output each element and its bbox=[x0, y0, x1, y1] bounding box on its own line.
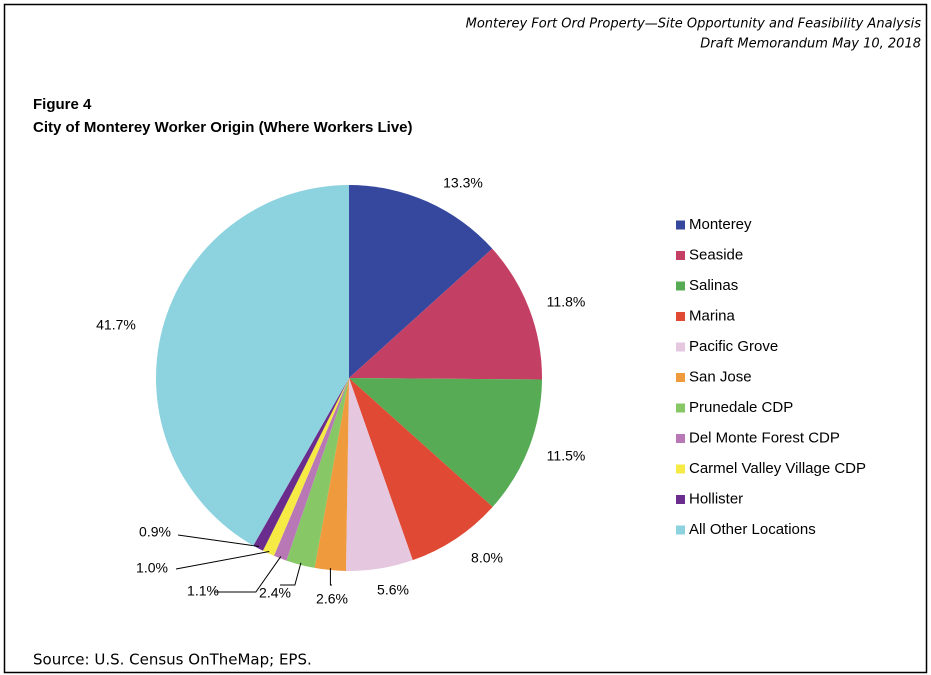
legend-label: Del Monte Forest CDP bbox=[689, 429, 840, 446]
legend-swatch bbox=[676, 220, 685, 230]
pie-slice bbox=[286, 378, 349, 568]
legend-swatch bbox=[676, 495, 685, 504]
legend-label: Marina bbox=[689, 307, 736, 324]
pie-slice bbox=[349, 378, 493, 561]
chart-title: City of Monterey Worker Origin (Where Wo… bbox=[33, 119, 413, 136]
legend-swatch bbox=[676, 281, 685, 291]
legend-label: All Other Locations bbox=[689, 521, 816, 538]
data-label: 11.8% bbox=[547, 294, 586, 310]
data-label: 13.3% bbox=[443, 175, 483, 191]
legend-label: San Jose bbox=[689, 368, 752, 385]
pie-slice bbox=[314, 378, 349, 571]
legend-swatch bbox=[676, 373, 685, 382]
data-label: 41.7% bbox=[96, 317, 136, 333]
data-label: 2.4% bbox=[259, 585, 291, 601]
figure-label: Figure 4 bbox=[33, 96, 92, 113]
pie-slice bbox=[349, 185, 493, 378]
data-label: 0.9% bbox=[139, 524, 171, 540]
data-label: 2.6% bbox=[316, 591, 348, 607]
legend-swatch bbox=[676, 434, 685, 443]
legend-swatch bbox=[676, 403, 685, 413]
legend-label: Salinas bbox=[689, 277, 738, 294]
legend-swatch bbox=[676, 251, 685, 260]
legend-label: Monterey bbox=[689, 216, 752, 233]
data-label: 8.0% bbox=[471, 550, 503, 566]
legend-label: Hollister bbox=[689, 490, 743, 507]
data-label: 5.6% bbox=[377, 582, 409, 598]
pie-slice bbox=[345, 378, 413, 571]
page-border bbox=[3, 3, 928, 674]
legend-label: Pacific Grove bbox=[689, 338, 778, 355]
data-label: 1.0% bbox=[136, 560, 168, 576]
leader-line bbox=[177, 534, 260, 547]
header-line: Draft Memorandum May 10, 2018 bbox=[700, 37, 921, 52]
pie-slice bbox=[349, 248, 542, 380]
legend-swatch bbox=[676, 525, 685, 535]
leader-line bbox=[280, 562, 302, 586]
legend-swatch bbox=[676, 464, 685, 474]
pie-slice bbox=[253, 378, 349, 551]
leader-line bbox=[175, 551, 270, 570]
legend-swatch bbox=[676, 342, 685, 352]
leader-line bbox=[215, 556, 282, 593]
pie-slice bbox=[155, 185, 349, 546]
data-label: 1.1% bbox=[187, 583, 219, 599]
legend-label: Carmel Valley Village CDP bbox=[689, 460, 866, 477]
pie-slice bbox=[273, 378, 349, 561]
legend-swatch bbox=[676, 312, 685, 321]
source-note: Source: U.S. Census OnTheMap; EPS. bbox=[33, 651, 312, 669]
data-label: 11.5% bbox=[547, 448, 586, 464]
legend-label: Prunedale CDP bbox=[689, 399, 793, 416]
header-line: Monterey Fort Ord Property—Site Opportun… bbox=[466, 17, 922, 32]
pie-slice bbox=[349, 378, 542, 507]
legend-label: Seaside bbox=[689, 246, 743, 263]
leader-line bbox=[329, 568, 332, 586]
pie-slice bbox=[262, 378, 349, 556]
